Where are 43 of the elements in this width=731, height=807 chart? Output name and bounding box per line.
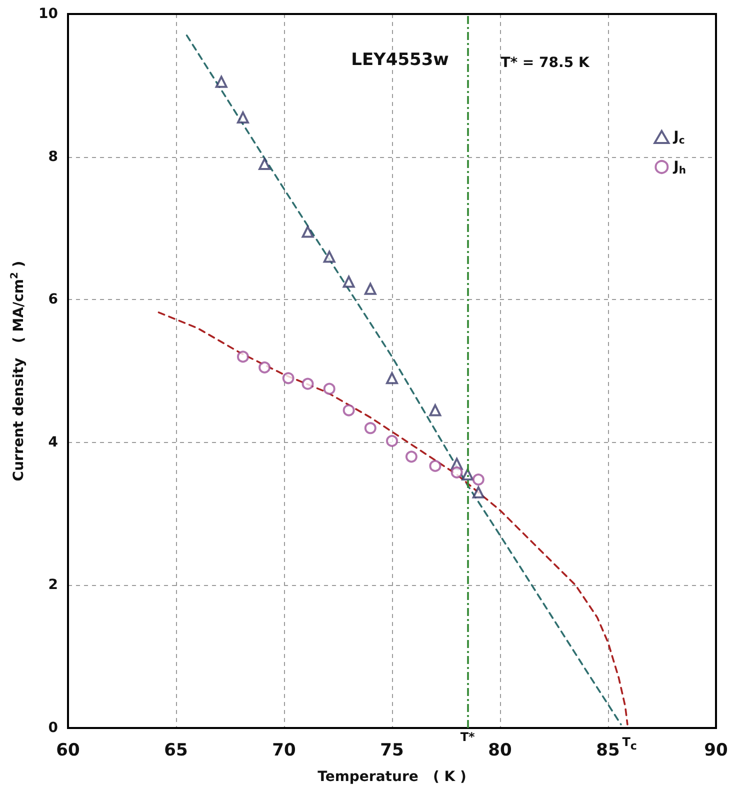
point <box>282 372 294 384</box>
x-tick-label: 75 <box>380 740 404 760</box>
y-axis-title: Current density ( MA/cm2 ) <box>10 260 27 482</box>
y-tick-label: 6 <box>48 292 58 308</box>
point <box>302 226 314 238</box>
point <box>258 361 271 374</box>
line-series <box>158 312 628 726</box>
point <box>450 466 463 478</box>
point <box>429 460 442 472</box>
y-tick-label: 10 <box>38 6 58 22</box>
annotation: LEY4553w <box>351 50 450 70</box>
point <box>342 276 355 288</box>
point <box>323 250 336 263</box>
x-tick-label: 80 <box>488 740 512 760</box>
x-tick-label: 90 <box>704 740 728 760</box>
y-tick-label: 8 <box>48 148 58 165</box>
point <box>215 76 228 88</box>
point <box>386 434 398 447</box>
point <box>302 378 314 390</box>
annotation: T* = 78.5 K <box>500 55 590 71</box>
point <box>405 450 418 463</box>
point <box>342 404 355 416</box>
x-axis-title: Temperature ( K ) <box>318 769 466 785</box>
point <box>386 372 398 384</box>
point <box>236 112 249 124</box>
ref-line-label: T* <box>460 730 476 744</box>
x-tick-label: 60 <box>56 740 80 760</box>
y-tick-label: 2 <box>48 577 58 594</box>
point <box>472 486 484 498</box>
line-series <box>186 34 622 726</box>
point <box>429 404 442 416</box>
y-tick-label: 0 <box>48 720 58 736</box>
annotation: Tc <box>622 735 637 752</box>
point <box>364 422 376 434</box>
point <box>472 474 484 486</box>
x-tick-label: 85 <box>596 740 620 760</box>
point <box>258 158 271 170</box>
point <box>323 382 336 395</box>
point <box>236 350 249 363</box>
y-tick-label: 4 <box>48 434 58 450</box>
x-tick-label: 70 <box>272 740 296 760</box>
point <box>364 282 376 295</box>
x-tick-label: 65 <box>164 740 188 760</box>
